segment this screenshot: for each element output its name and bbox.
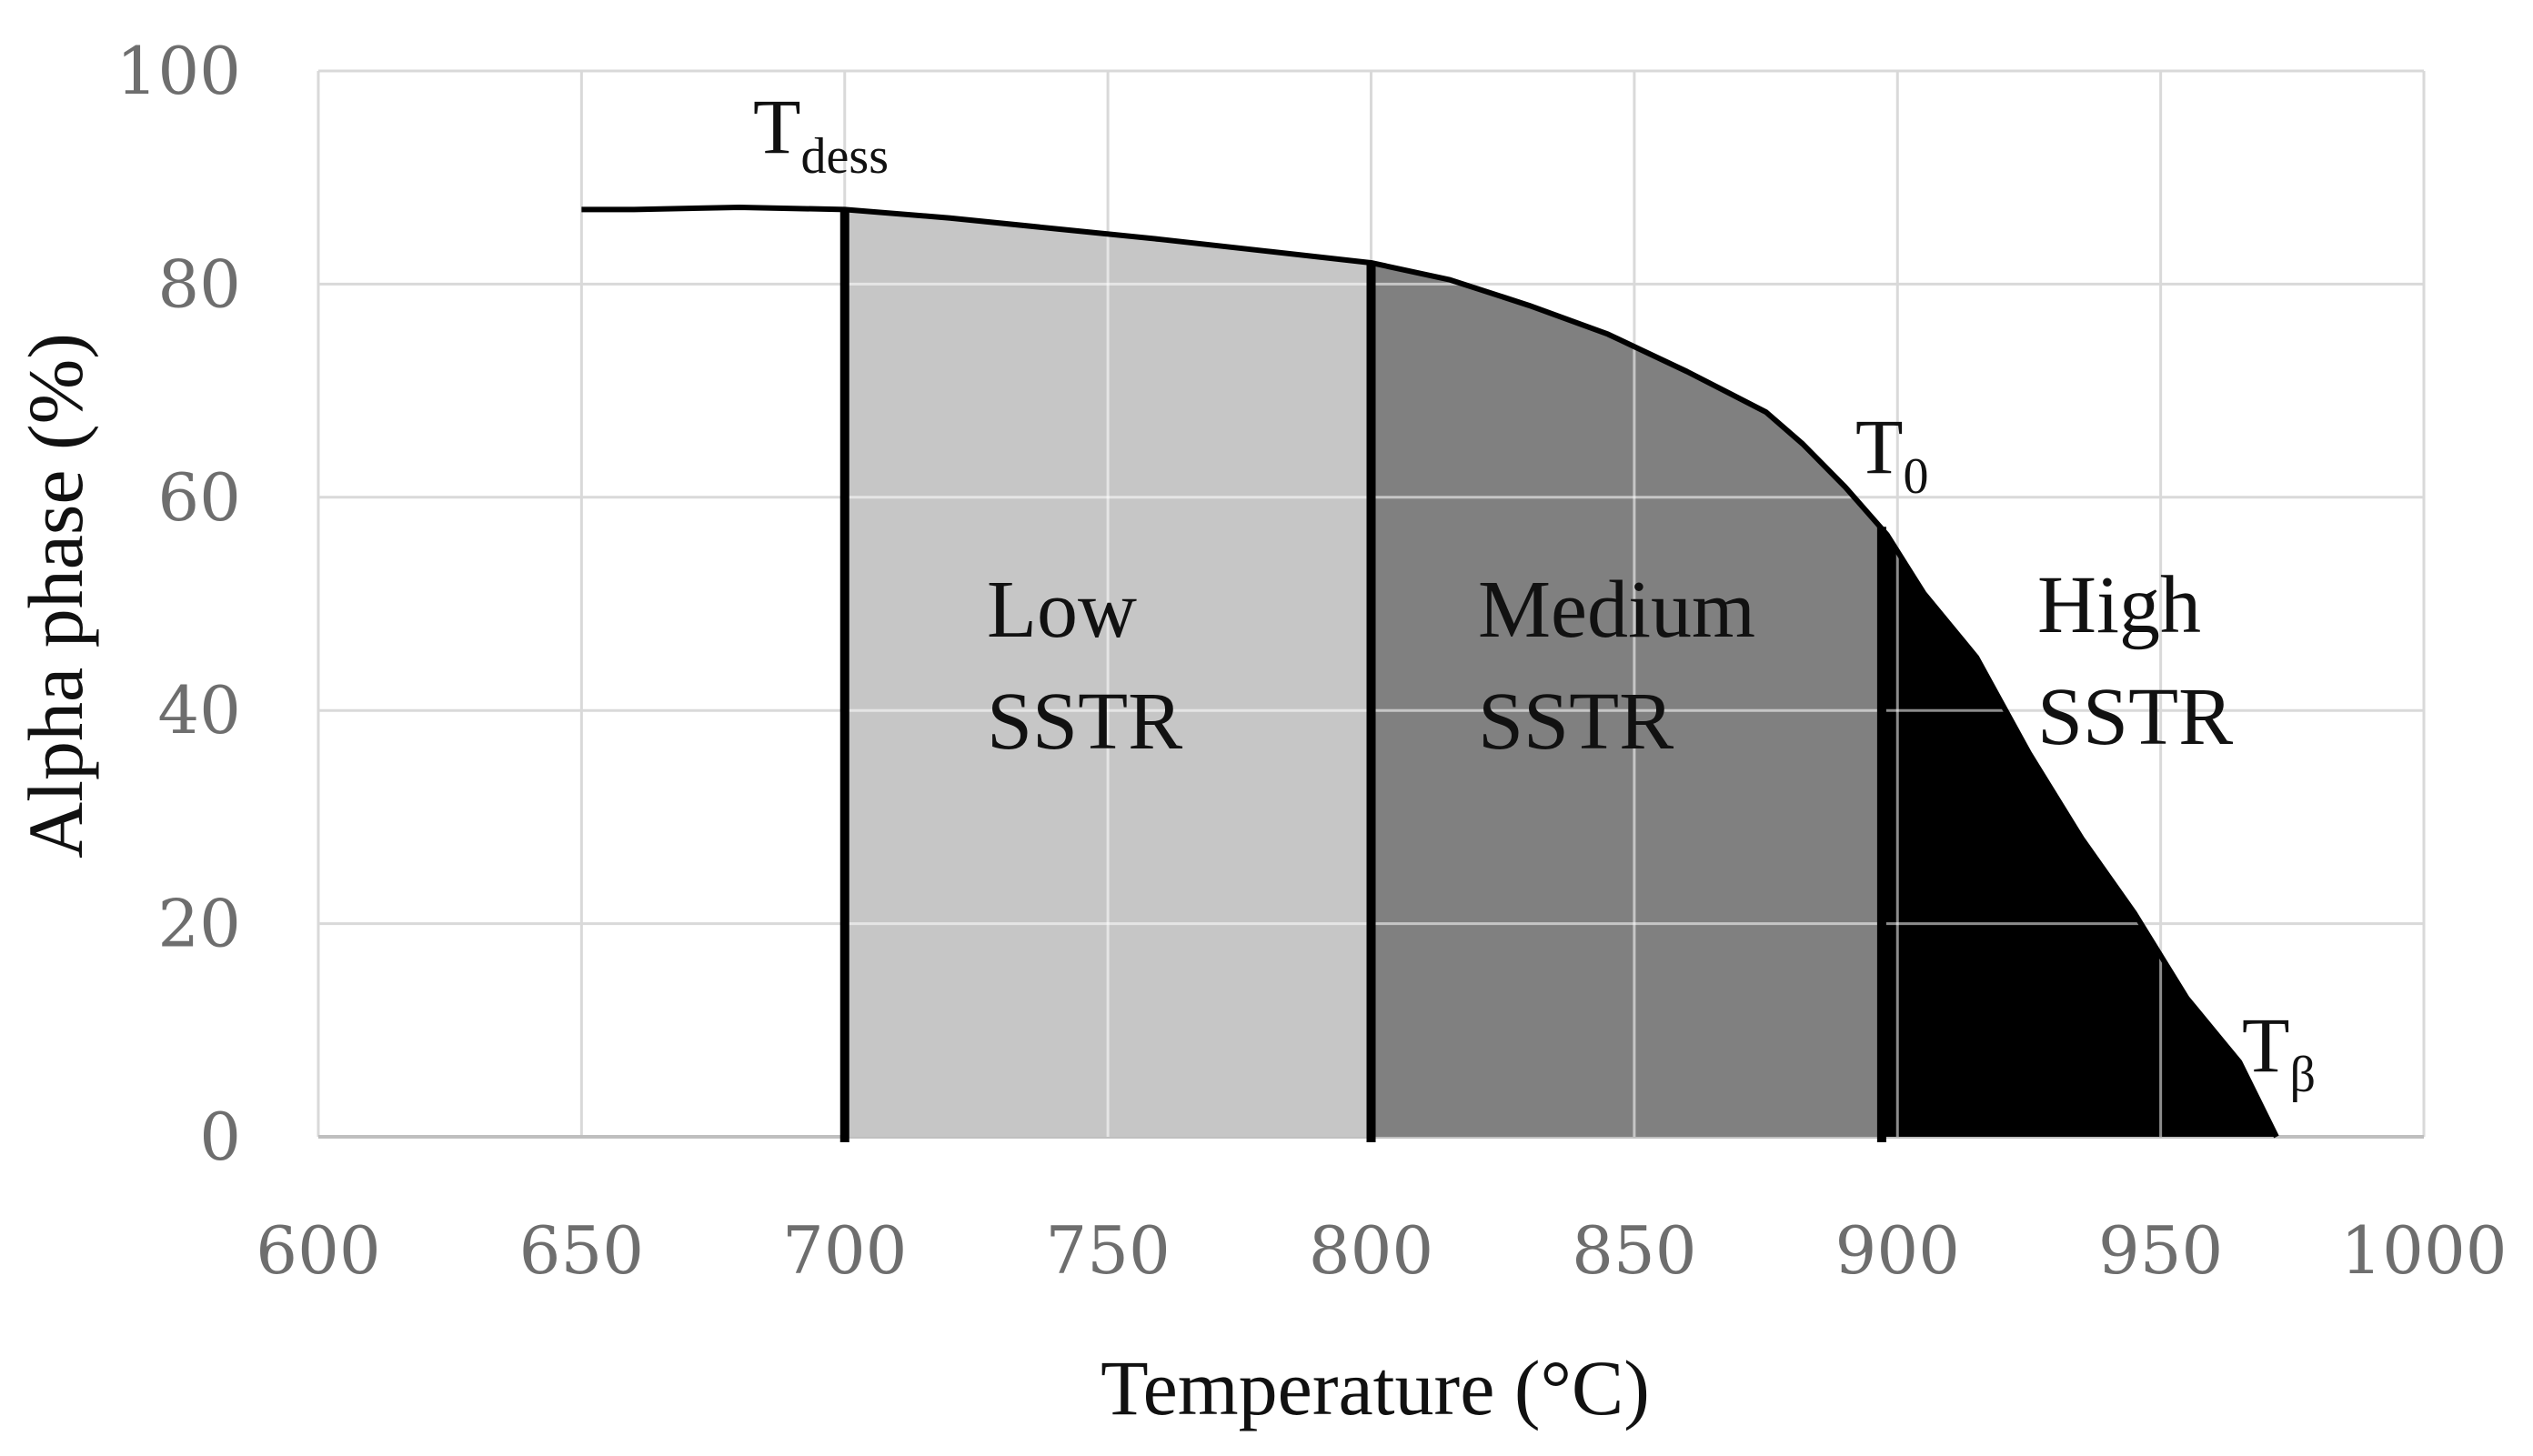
y-tick-label: 60 (157, 459, 241, 536)
x-tick-label: 750 (1045, 1212, 1170, 1289)
region-medium-fill (1371, 262, 1882, 1138)
region-low-sstr-label: SSTR (987, 677, 1182, 767)
gridlines-overlay (844, 234, 2163, 1137)
x-tick-label: 600 (256, 1212, 380, 1289)
alpha-phase-curve (581, 205, 2279, 1139)
y-tick-label: 0 (199, 1099, 241, 1175)
marker-t-0-label: T0 (1855, 403, 1929, 505)
x-tick-label: 800 (1309, 1212, 1433, 1289)
region-labels: Low SSTR Medium SSTR High SSTR (987, 560, 2233, 767)
x-tick-label: 1000 (2340, 1212, 2507, 1289)
region-high-label: High (2037, 560, 2201, 650)
region-medium-sstr-label: SSTR (1478, 677, 1674, 767)
y-tick-label: 40 (157, 672, 241, 748)
y-tick-label: 20 (157, 886, 241, 962)
marker-t-dess-label: Tdess (753, 83, 889, 185)
x-tick-labels: 600 650 700 750 800 850 900 950 1000 (256, 1212, 2507, 1289)
curve (581, 205, 2279, 1139)
region-boundaries (839, 207, 1886, 1142)
x-tick-label: 700 (782, 1212, 907, 1289)
x-tick-label: 650 (519, 1212, 644, 1289)
y-tick-label: 80 (157, 246, 241, 322)
region-low-label: Low (987, 565, 1137, 655)
region-medium-label: Medium (1478, 565, 1755, 655)
x-tick-label: 950 (2098, 1212, 2223, 1289)
x-tick-label: 850 (1572, 1212, 1696, 1289)
region-high-sstr-label: SSTR (2037, 672, 2233, 762)
y-tick-labels: 0 20 40 60 80 100 (116, 33, 241, 1175)
markers: Tdess T0 Tβ (753, 83, 2316, 1103)
y-tick-label: 100 (116, 33, 241, 109)
marker-t-beta-label: Tβ (2242, 1001, 2316, 1103)
x-tick-label: 900 (1835, 1212, 1960, 1289)
x-axis-title: Temperature (°C) (1101, 1344, 1650, 1431)
y-axis-title: Alpha phase (%) (12, 333, 99, 859)
